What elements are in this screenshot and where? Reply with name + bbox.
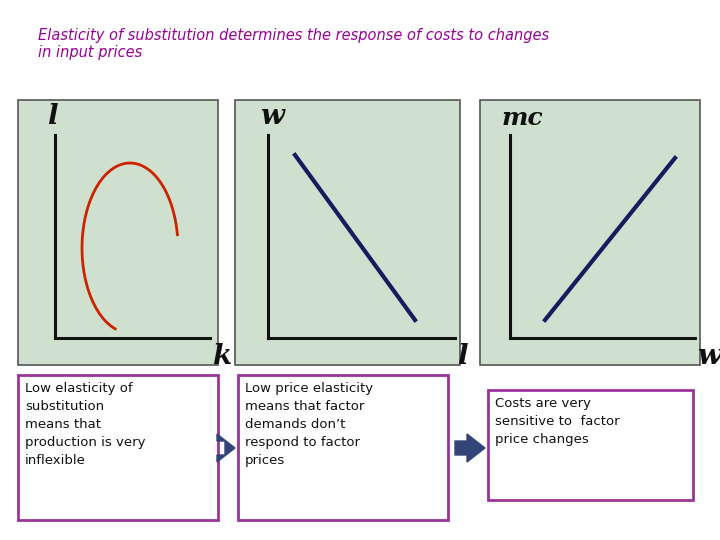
Text: Low price elasticity
means that factor
demands don’t
respond to factor
prices: Low price elasticity means that factor d… xyxy=(245,382,373,467)
Polygon shape xyxy=(217,434,235,462)
Bar xyxy=(488,390,693,500)
Bar xyxy=(235,100,460,365)
Text: mc: mc xyxy=(502,106,544,130)
Text: Elasticity of substitution determines the response of costs to changes
in input : Elasticity of substitution determines th… xyxy=(38,28,549,60)
Polygon shape xyxy=(455,434,485,462)
Bar xyxy=(480,100,700,365)
Bar xyxy=(238,375,448,520)
Text: l: l xyxy=(457,343,467,370)
Text: w: w xyxy=(697,343,720,370)
Text: k: k xyxy=(212,343,231,370)
Text: w: w xyxy=(260,103,284,130)
Text: Low elasticity of
substitution
means that
production is very
inflexible: Low elasticity of substitution means tha… xyxy=(25,382,145,467)
Text: l: l xyxy=(47,103,58,130)
Bar xyxy=(18,100,218,365)
Bar xyxy=(18,375,218,520)
Text: Costs are very
sensitive to  factor
price changes: Costs are very sensitive to factor price… xyxy=(495,397,620,446)
